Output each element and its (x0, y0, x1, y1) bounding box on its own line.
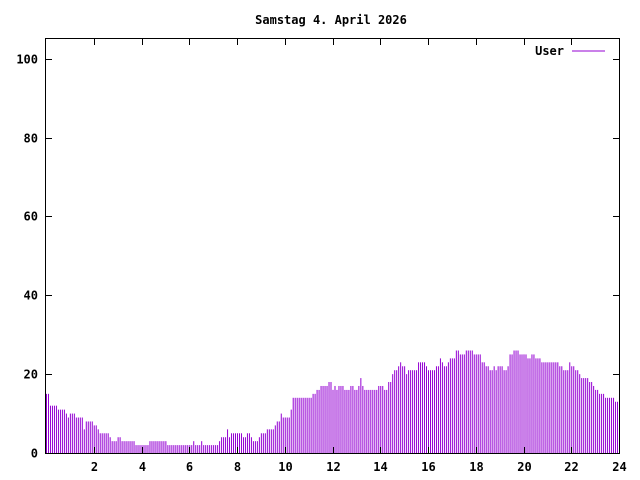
y-tick-label: 40 (24, 289, 38, 303)
x-tick-label: 14 (373, 460, 387, 474)
x-tick-label: 18 (469, 460, 483, 474)
x-tick-label: 2 (91, 460, 98, 474)
x-tick-label: 6 (186, 460, 193, 474)
plot-frame (45, 38, 620, 454)
x-tick-label: 12 (326, 460, 340, 474)
legend-label: User (535, 44, 564, 58)
y-tick-label: 100 (16, 53, 38, 67)
x-axis: 2 4 6 8 10 12 14 16 18 20 22 24 (91, 39, 627, 474)
y-tick-label: 80 (24, 132, 38, 146)
x-tick-label: 4 (139, 460, 146, 474)
x-tick-label: 22 (564, 460, 578, 474)
x-tick-label: 10 (278, 460, 292, 474)
y-tick-label: 0 (31, 447, 38, 461)
y-tick-label: 60 (24, 210, 38, 224)
x-tick-label: 16 (421, 460, 435, 474)
x-tick-label: 24 (612, 460, 626, 474)
x-tick-label: 8 (234, 460, 241, 474)
y-tick-label: 20 (24, 368, 38, 382)
bar-series (46, 350, 619, 453)
x-tick-label: 20 (517, 460, 531, 474)
legend: User (535, 44, 605, 58)
y-axis: 0 20 40 60 80 100 (16, 53, 619, 461)
chart-title: Samstag 4. April 2026 (255, 13, 407, 27)
